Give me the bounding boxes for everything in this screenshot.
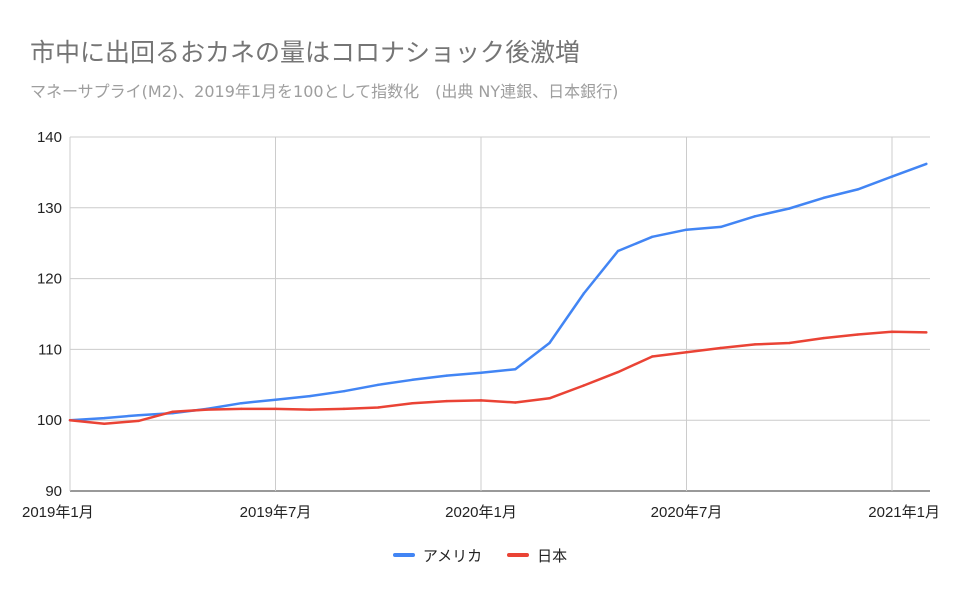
x-tick-label-2020-07: 2020年7月 [651, 504, 723, 521]
data-point-s1-2019-01 [68, 419, 72, 422]
data-point-s0-2019-07 [274, 398, 277, 401]
x-tick-label-2020-01: 2020年1月 [445, 504, 517, 521]
data-point-s1-2020-07 [685, 351, 688, 354]
x-tick-label-2019-07: 2019年7月 [240, 504, 312, 521]
series-line-0 [68, 162, 928, 422]
label-layer: 90 100 110 120 130 140 2019年1月 2019年7月 2020年1月 20… [22, 129, 940, 521]
data-point-s1-2019-03 [137, 419, 140, 423]
legend-label-japan: 日本 [537, 546, 568, 565]
legend: アメリカ 日本 [0, 542, 960, 566]
data-point-s0-2019-11 [411, 378, 414, 382]
chart-subtitle: マネーサプライ(M2)、2019年1月を100として指数化 (出典 NY連銀、日… [30, 82, 619, 101]
x-tick-label-2019-01: 2019年1月 [22, 504, 94, 521]
grid-layer [69, 136, 930, 492]
data-point-s0-2019-09 [342, 389, 346, 393]
data-point-s0-2020-06 [651, 235, 654, 239]
data-point-s1-2019-05 [205, 408, 209, 411]
data-point-s1-2020-01 [479, 399, 483, 402]
data-point-s1-2020-05 [616, 370, 620, 374]
data-point-s0-2020-08 [719, 225, 722, 229]
data-point-s1-2019-02 [103, 422, 106, 425]
data-point-s1-2019-11 [411, 402, 414, 405]
data-point-s0-2020-04 [582, 292, 585, 295]
data-point-s0-2020-07 [685, 228, 688, 231]
data-point-s0-2020-11 [822, 196, 825, 200]
legend-item-japan[interactable]: 日本 [507, 545, 567, 566]
chart-title: 市中に出回るおカネの量はコロナショック後激増 [30, 38, 581, 67]
x-tick-label-2021-01: 2021年1月 [868, 504, 940, 521]
data-point-s0-2020-05 [616, 249, 620, 253]
data-point-s1-2020-08 [719, 346, 722, 350]
data-point-s0-2019-10 [377, 383, 380, 386]
data-point-s1-2019-12 [445, 399, 448, 403]
data-point-s1-2021-01 [890, 330, 894, 333]
data-point-s1-2020-02 [514, 401, 517, 404]
data-point-s1-2020-04 [582, 384, 585, 387]
data-point-s1-2019-07 [274, 407, 277, 411]
data-point-s0-2020-12 [856, 188, 859, 191]
legend-item-us[interactable]: アメリカ [392, 545, 483, 566]
data-point-s1-2019-04 [171, 410, 174, 413]
y-tick-label-140: 140 [37, 129, 62, 146]
y-tick-label-90: 90 [45, 483, 62, 500]
data-point-s0-2019-12 [445, 374, 448, 377]
data-point-s1-2020-06 [651, 355, 654, 358]
data-point-s0-2019-03 [137, 414, 140, 417]
data-point-s0-2019-06 [240, 402, 243, 405]
y-tick-label-130: 130 [37, 200, 62, 217]
data-point-s1-2020-12 [856, 333, 859, 336]
series-line-1 [68, 330, 928, 425]
data-point-s0-2020-03 [548, 341, 551, 345]
data-point-s1-2020-09 [753, 343, 757, 346]
data-point-s1-2020-10 [788, 341, 791, 345]
y-tick-label-120: 120 [37, 271, 62, 288]
data-point-s0-2020-09 [753, 215, 757, 218]
legend-swatch-japan [507, 553, 530, 557]
data-point-s1-2019-09 [342, 407, 346, 411]
data-point-s0-2020-10 [788, 207, 791, 210]
legend-label-us: アメリカ [422, 546, 483, 565]
y-tick-label-100: 100 [37, 412, 62, 429]
data-point-s1-2019-06 [240, 407, 243, 411]
series-layer [68, 162, 928, 425]
data-point-s0-2021-02 [925, 162, 928, 166]
data-point-s0-2019-02 [103, 416, 106, 420]
data-point-s0-2021-01 [890, 175, 894, 178]
data-point-s1-2020-11 [822, 336, 825, 340]
data-point-s1-2019-08 [308, 408, 311, 411]
data-point-s0-2019-08 [308, 394, 311, 398]
y-tick-label-110: 110 [38, 341, 62, 358]
data-point-s1-2019-10 [377, 406, 380, 409]
data-point-s0-2020-01 [479, 371, 483, 374]
data-point-s1-2020-03 [548, 397, 551, 400]
data-point-s0-2020-02 [514, 368, 517, 371]
legend-swatch-us [392, 553, 415, 557]
data-point-s1-2021-02 [925, 331, 928, 334]
